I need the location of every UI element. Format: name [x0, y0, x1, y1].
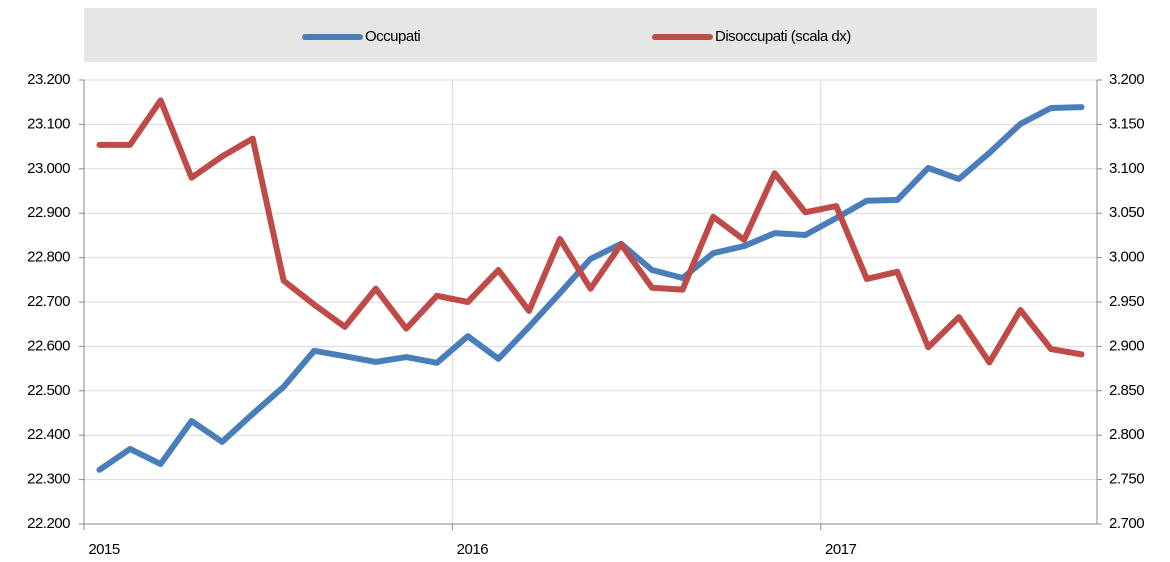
y2-tick-label: 3.150 [1109, 115, 1144, 132]
y-tick-label: 22.400 [27, 426, 70, 443]
y-tick-label: 22.200 [27, 515, 70, 532]
y2-tick-label: 3.200 [1109, 71, 1144, 88]
y-tick-label: 22.700 [27, 293, 70, 310]
y-tick-label: 23.000 [27, 160, 70, 177]
y-tick-label: 23.200 [27, 71, 70, 88]
series-line [96, 97, 1085, 366]
x-tick-label: 2017 [825, 541, 857, 558]
y2-tick-label: 2.850 [1109, 382, 1144, 399]
y2-tick-label: 2.700 [1109, 515, 1144, 532]
y2-tick-label: 3.100 [1109, 160, 1144, 177]
y2-tick-label: 2.800 [1109, 426, 1144, 443]
y-tick-label: 22.500 [27, 382, 70, 399]
legend-background [84, 8, 1097, 62]
y2-tick-label: 2.950 [1109, 293, 1144, 310]
series-line [96, 104, 1085, 473]
y-tick-label: 22.600 [27, 337, 70, 354]
y-tick-label: 22.800 [27, 249, 70, 266]
x-tick-label: 2016 [457, 541, 489, 558]
legend-label: Occupati [365, 28, 420, 45]
x-tick-label: 2015 [88, 541, 120, 558]
y2-tick-label: 3.050 [1109, 204, 1144, 221]
y-tick-label: 22.900 [27, 204, 70, 221]
legend-label: Disoccupati (scala dx) [715, 28, 851, 45]
y-tick-label: 23.100 [27, 115, 70, 132]
y2-tick-label: 2.900 [1109, 337, 1144, 354]
y-tick-label: 22.300 [27, 471, 70, 488]
y2-tick-label: 3.000 [1109, 249, 1144, 266]
y2-tick-label: 2.750 [1109, 471, 1144, 488]
